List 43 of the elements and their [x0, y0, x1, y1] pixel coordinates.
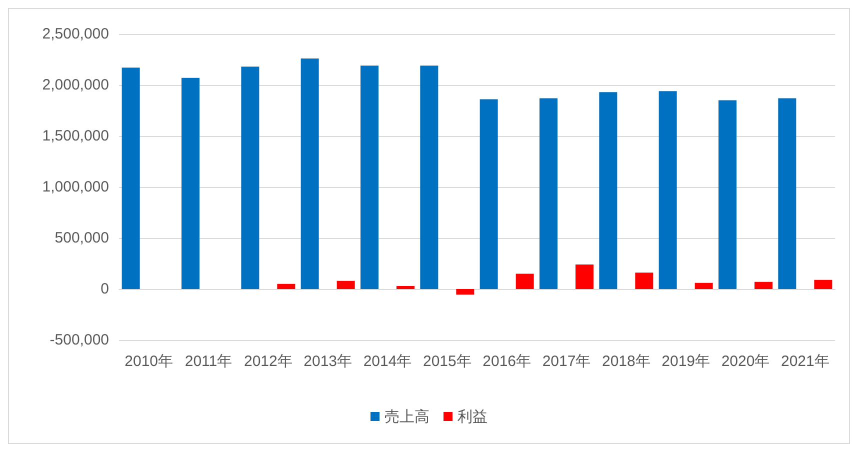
bar [122, 68, 140, 289]
bar [300, 58, 319, 289]
bar [480, 99, 498, 289]
x-tick-label: 2014年 [363, 353, 412, 370]
x-tick-label: 2021年 [780, 353, 830, 370]
y-tick-label: 500,000 [54, 230, 109, 246]
legend-label: 利益 [458, 408, 488, 426]
y-tick-label: -500,000 [50, 332, 109, 348]
x-tick-label: 2012年 [244, 353, 292, 370]
bar [718, 100, 736, 289]
y-tick-label: 1,000,000 [42, 178, 109, 196]
bar [360, 66, 378, 289]
bar [336, 280, 355, 289]
bar [635, 272, 654, 289]
bar [396, 286, 414, 289]
y-tick-label: 2,500,000 [42, 26, 109, 42]
bar [754, 282, 772, 289]
x-tick-label: 2010年 [124, 353, 174, 370]
x-tick-label: 2020年 [721, 353, 770, 370]
x-tick-label: 2013年 [304, 353, 352, 370]
bar [576, 264, 594, 289]
bar [778, 98, 796, 289]
bar [420, 66, 438, 289]
x-tick-label: 2019年 [662, 353, 710, 370]
bar [456, 289, 474, 295]
legend-label: 売上高 [384, 408, 430, 426]
y-tick-label: 0 [100, 280, 109, 298]
y-tick-label: 2,000,000 [42, 76, 109, 94]
bar [694, 282, 713, 289]
bar [599, 92, 618, 289]
bar [658, 91, 677, 289]
x-tick-label: 2016年 [482, 353, 532, 370]
bar [277, 284, 296, 289]
x-tick-label: 2017年 [542, 353, 591, 370]
x-tick-label: 2015年 [422, 353, 472, 370]
bar [814, 280, 832, 289]
x-tick-label: 2011年 [184, 353, 232, 370]
bar [241, 66, 260, 289]
bar [540, 98, 558, 289]
x-tick-label: 2018年 [602, 353, 650, 370]
bar [182, 78, 200, 289]
bar [516, 274, 534, 289]
y-tick-label: 1,500,000 [42, 128, 109, 144]
